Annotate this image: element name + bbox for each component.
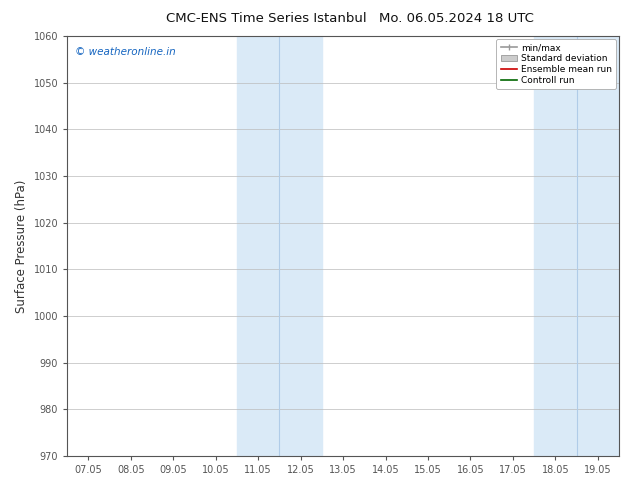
Text: Mo. 06.05.2024 18 UTC: Mo. 06.05.2024 18 UTC: [379, 12, 534, 25]
Legend: min/max, Standard deviation, Ensemble mean run, Controll run: min/max, Standard deviation, Ensemble me…: [496, 39, 616, 89]
Text: CMC-ENS Time Series Istanbul: CMC-ENS Time Series Istanbul: [166, 12, 366, 25]
Y-axis label: Surface Pressure (hPa): Surface Pressure (hPa): [15, 179, 28, 313]
Bar: [534, 36, 619, 456]
Text: © weatheronline.in: © weatheronline.in: [75, 47, 176, 57]
Bar: [237, 36, 322, 456]
